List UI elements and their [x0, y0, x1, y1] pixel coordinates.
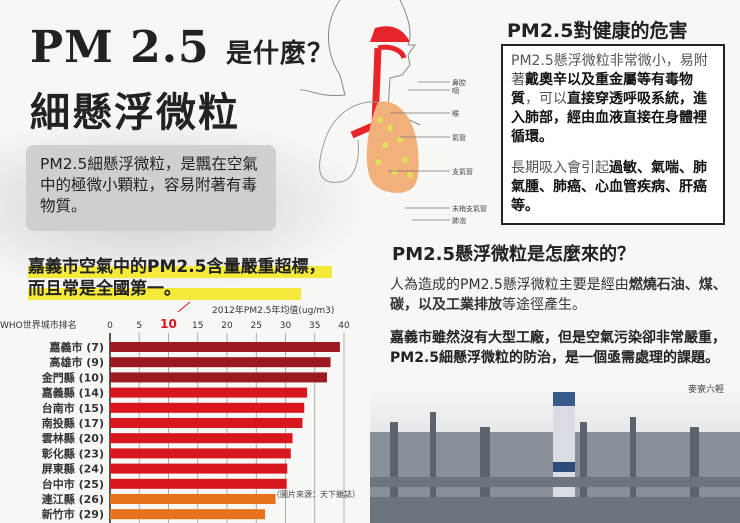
bar [110, 509, 266, 520]
bar [110, 494, 276, 504]
origin-paragraph: 人為造成的PM2.5懸浮微粒主要是經由燃燒石油、煤、碳，以及工業排放等途徑產生。 [390, 277, 727, 313]
category-label: 台中市 (25) [42, 477, 104, 491]
bar [110, 402, 305, 413]
chiayi-paragraph: 嘉義市雖然沒有大型工廠，但是空氣污染卻非常嚴重，PM2.5細懸浮微粒的防治，是一… [390, 330, 726, 366]
chart-source: （圖片來源：天下雜誌） [272, 490, 360, 499]
pm25-bar-chart: 2012年PM2.5年均值(ug/m3) WHO世界城市排名 0 5 10 15 20 25 3… [0, 301, 350, 523]
page-title: PM 2.5 是什麼？ [30, 22, 335, 73]
bar [110, 448, 291, 459]
label-larynx: 喉 [452, 109, 459, 118]
y-axis-label: WHO世界城市排名 [0, 319, 77, 331]
category-label: 台南市 (15) [42, 401, 104, 415]
x-tick-label: 40 [338, 321, 350, 331]
bar [110, 357, 331, 368]
x-tick-label: 15 [192, 321, 203, 331]
label-bronchiole: 末梢支氣管 [452, 204, 487, 213]
photo-credit: 麥寮六輕 [688, 385, 725, 395]
label-pharynx: 咽 [452, 87, 459, 95]
page-subtitle: 細懸浮微粒 [30, 90, 240, 136]
x-tick-label: 10 [160, 317, 177, 331]
factory-photo [370, 392, 740, 523]
respiratory-diagram: 鼻腔 咽 喉 氣管 支氣管 末梢支氣管 肺泡 [300, 0, 487, 225]
category-label: 嘉義市 (7) [48, 340, 104, 354]
category-label: 連江縣 (26) [42, 492, 104, 506]
x-tick-label: 5 [136, 321, 142, 331]
category-label: 雲林縣 (20) [42, 431, 104, 445]
health-heading: PM2.5對健康的危害 [507, 20, 688, 42]
category-label: 屏東縣 (24) [42, 462, 104, 476]
x-tick-label: 25 [251, 321, 262, 331]
health-box: PM2.5懸浮微粒非常微小，易附著戴奧辛以及重金屬等有毒物質，可以直接穿透呼吸系… [501, 44, 725, 225]
label-alveoli: 肺泡 [452, 216, 466, 225]
bar [110, 342, 340, 352]
category-label: 嘉義縣 (14) [41, 386, 104, 400]
label-bronchus: 支氣管 [452, 167, 473, 176]
highlight-line-2: 而且常是全國第一。 [28, 278, 301, 300]
chart-title: 2012年PM2.5年均值(ug/m3) [212, 304, 334, 316]
label-trachea: 氣管 [452, 133, 466, 142]
bar [110, 463, 288, 474]
x-tick-label: 30 [280, 321, 292, 331]
category-label: 金門縣 (10) [41, 370, 104, 384]
bar [110, 387, 308, 398]
x-tick-label: 0 [107, 321, 113, 331]
category-label: 南投縣 (17) [42, 416, 104, 430]
x-tick-label: 20 [221, 321, 233, 331]
x-tick-label: 35 [309, 321, 320, 331]
category-label: 新竹市 (29) [42, 507, 104, 521]
intro-box: PM2.5細懸浮微粒，是飄在空氣中的極微小顆粒，容易附著有毒物質。 [26, 145, 276, 231]
bar [110, 478, 287, 489]
origin-heading: PM2.5懸浮微粒是怎麼來的？ [392, 244, 635, 265]
title-arrow [177, 301, 191, 313]
bar [110, 372, 328, 383]
highlight-line-1: 嘉義市空氣中的PM2.5含量嚴重超標， [28, 256, 332, 278]
bar [110, 418, 303, 428]
label-nasal-cavity: 鼻腔 [452, 78, 466, 87]
category-label: 高雄市 (9) [49, 355, 104, 369]
category-label: 彰化縣 (23) [42, 446, 104, 460]
bar [110, 433, 293, 444]
